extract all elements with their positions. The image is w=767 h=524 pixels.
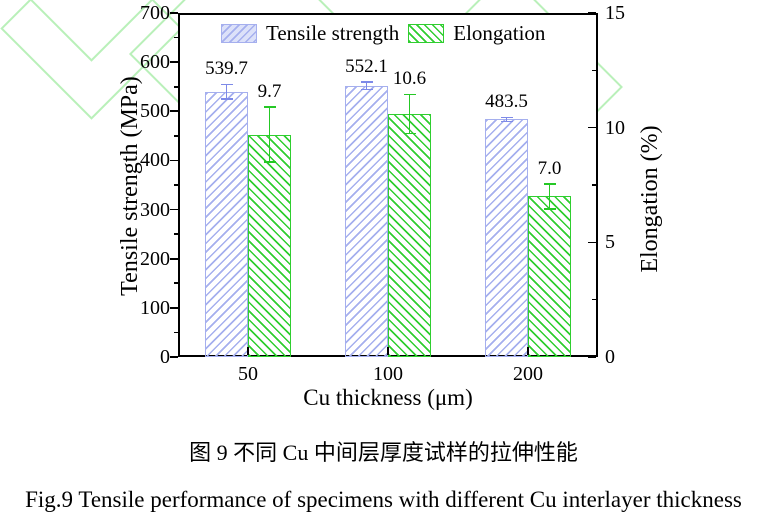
bar-value-label: 483.5 bbox=[485, 91, 528, 113]
error-bar-cap-bottom bbox=[220, 98, 233, 100]
left-axis-tick bbox=[173, 282, 178, 285]
x-axis-tick bbox=[527, 347, 529, 355]
error-bar-cap-top bbox=[220, 83, 233, 86]
error-bar-line bbox=[225, 84, 228, 100]
right-axis-tick-label: 5 bbox=[605, 231, 615, 254]
left-axis-tick bbox=[173, 135, 178, 137]
bar-elongation-100 bbox=[388, 113, 431, 357]
x-axis-tick bbox=[247, 347, 249, 355]
bar-tensile-strength-50 bbox=[205, 91, 248, 357]
left-axis-tick-label: 300 bbox=[140, 198, 170, 221]
error-bar-line bbox=[548, 183, 551, 210]
left-axis-tick bbox=[170, 110, 178, 113]
right-axis-tick-label: 10 bbox=[605, 116, 625, 139]
error-bar-cap-bottom bbox=[403, 132, 416, 135]
left-axis-tick bbox=[173, 233, 178, 235]
error-bar-cap-top bbox=[263, 106, 276, 108]
left-axis-tick bbox=[173, 36, 178, 39]
right-axis-tick-label: 15 bbox=[605, 2, 625, 24]
error-bar-cap-bottom bbox=[543, 208, 556, 210]
error-bar-cap-bottom bbox=[360, 88, 373, 91]
left-axis-tick bbox=[170, 12, 178, 14]
bar-value-label: 7.0 bbox=[537, 157, 562, 179]
left-axis-tick-label: 100 bbox=[140, 296, 170, 319]
legend-label-tensile-strength: Tensile strength bbox=[266, 21, 400, 45]
bar-tensile-strength-100 bbox=[345, 85, 388, 357]
left-axis-title: Tensile strength (MPa) bbox=[117, 76, 143, 296]
left-axis-tick bbox=[173, 331, 178, 334]
left-axis-tick-label: 700 bbox=[140, 2, 170, 24]
right-axis-tick bbox=[588, 126, 596, 129]
right-axis-tick-label: 0 bbox=[605, 346, 615, 368]
left-axis-tick-label: 200 bbox=[140, 247, 170, 270]
bar-value-label: 10.6 bbox=[392, 68, 427, 90]
left-axis-tick bbox=[173, 85, 178, 88]
figure-caption-english: Fig.9 Tensile performance of specimens w… bbox=[25, 487, 742, 512]
bar-elongation-50 bbox=[248, 134, 291, 357]
right-axis-tick bbox=[588, 356, 596, 358]
error-bar-cap-bottom bbox=[263, 161, 276, 163]
left-axis-tick bbox=[170, 356, 178, 358]
left-axis-tick bbox=[173, 184, 178, 186]
bar-value-label: 539.7 bbox=[205, 58, 248, 80]
left-axis-tick bbox=[170, 257, 178, 260]
x-axis-tick bbox=[387, 347, 389, 355]
legend-swatch-elongation bbox=[408, 23, 445, 43]
left-axis-tick-label: 0 bbox=[160, 346, 170, 368]
bar-value-label: 552.1 bbox=[345, 55, 388, 77]
error-bar-line bbox=[365, 81, 368, 90]
right-axis-tick bbox=[588, 12, 596, 14]
bar-elongation-200 bbox=[528, 196, 571, 357]
left-axis-tick-label: 400 bbox=[140, 149, 170, 172]
left-axis-tick bbox=[170, 307, 178, 309]
error-bar-cap-top bbox=[500, 116, 513, 119]
error-bar-cap-bottom bbox=[500, 120, 513, 123]
chart-legend: Tensile strength Elongation bbox=[221, 21, 545, 45]
figure-caption-chinese: 图 9 不同 Cu 中间层厚度试样的拉伸性能 bbox=[189, 440, 578, 465]
right-axis-title: Elongation (%) bbox=[637, 125, 663, 273]
error-bar-line bbox=[505, 117, 508, 122]
bar-tensile-strength-200 bbox=[485, 119, 528, 357]
error-bar-line bbox=[408, 94, 411, 134]
legend-swatch-tensile-strength bbox=[221, 23, 257, 43]
bar-value-label: 9.7 bbox=[257, 81, 282, 103]
right-axis-tick bbox=[591, 184, 596, 186]
x-axis-tick-label: 200 bbox=[513, 363, 543, 385]
left-axis-tick-label: 500 bbox=[140, 100, 170, 123]
left-axis-tick bbox=[170, 159, 178, 162]
right-axis-tick bbox=[591, 298, 596, 301]
right-axis-tick bbox=[588, 241, 596, 244]
left-axis-tick-label: 600 bbox=[140, 51, 170, 74]
error-bar-line bbox=[268, 107, 271, 163]
x-axis-tick-label: 50 bbox=[238, 363, 258, 385]
right-axis-tick bbox=[591, 69, 596, 72]
left-axis-tick bbox=[170, 61, 178, 63]
x-axis-title: Cu thickness (μm) bbox=[303, 385, 473, 410]
left-axis-tick bbox=[170, 208, 178, 211]
error-bar-cap-top bbox=[360, 80, 373, 83]
error-bar-cap-top bbox=[543, 183, 556, 185]
legend-label-elongation: Elongation bbox=[453, 21, 546, 45]
x-axis-tick-label: 100 bbox=[373, 363, 403, 385]
error-bar-cap-top bbox=[403, 93, 416, 96]
